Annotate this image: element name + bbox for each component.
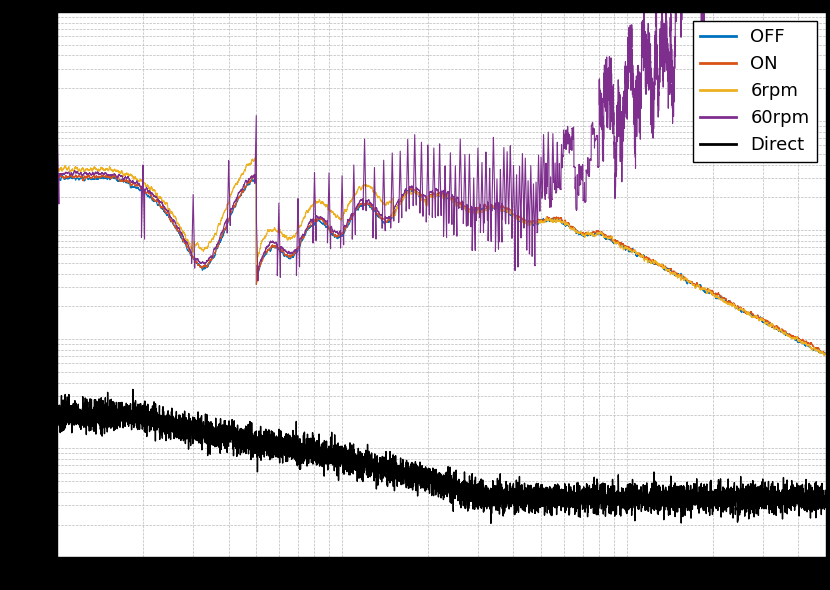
6rpm	[819, 352, 829, 359]
6rpm	[52, 167, 62, 174]
Direct	[507, 485, 517, 492]
ON	[330, 231, 340, 238]
Line: 60rpm: 60rpm	[57, 0, 826, 281]
60rpm	[330, 229, 340, 236]
ON	[52, 173, 62, 180]
60rpm	[540, 175, 550, 182]
Line: 6rpm: 6rpm	[57, 156, 826, 355]
6rpm	[821, 350, 830, 358]
60rpm	[91, 169, 101, 176]
Legend: OFF, ON, 6rpm, 60rpm, Direct: OFF, ON, 6rpm, 60rpm, Direct	[693, 21, 817, 162]
ON	[663, 268, 673, 275]
Line: ON: ON	[57, 174, 826, 355]
6rpm	[330, 212, 340, 219]
ON	[819, 351, 829, 358]
ON	[540, 216, 550, 223]
Direct	[52, 416, 62, 423]
Direct	[663, 489, 673, 496]
Direct	[128, 386, 138, 393]
ON	[507, 210, 517, 217]
6rpm	[507, 214, 517, 221]
6rpm	[540, 217, 550, 224]
6rpm	[251, 153, 261, 160]
6rpm	[91, 166, 101, 173]
Direct	[541, 502, 551, 509]
OFF	[52, 175, 62, 182]
OFF	[91, 175, 101, 182]
6rpm	[663, 267, 673, 274]
Direct	[622, 494, 632, 501]
OFF	[330, 233, 340, 240]
60rpm	[663, 59, 673, 66]
6rpm	[622, 244, 632, 251]
60rpm	[52, 130, 62, 137]
Direct	[486, 520, 496, 527]
OFF	[663, 266, 673, 273]
60rpm	[507, 226, 517, 233]
OFF	[821, 351, 830, 358]
OFF	[57, 172, 67, 179]
Direct	[821, 500, 830, 507]
OFF	[507, 211, 517, 218]
ON	[821, 350, 830, 358]
Direct	[330, 448, 340, 455]
ON	[91, 173, 101, 180]
60rpm	[622, 116, 632, 123]
ON	[110, 171, 120, 178]
Line: Direct: Direct	[57, 389, 826, 523]
OFF	[540, 218, 550, 225]
Line: OFF: OFF	[57, 175, 826, 355]
OFF	[622, 244, 632, 251]
Direct	[91, 431, 101, 438]
ON	[622, 244, 632, 251]
60rpm	[253, 277, 263, 284]
